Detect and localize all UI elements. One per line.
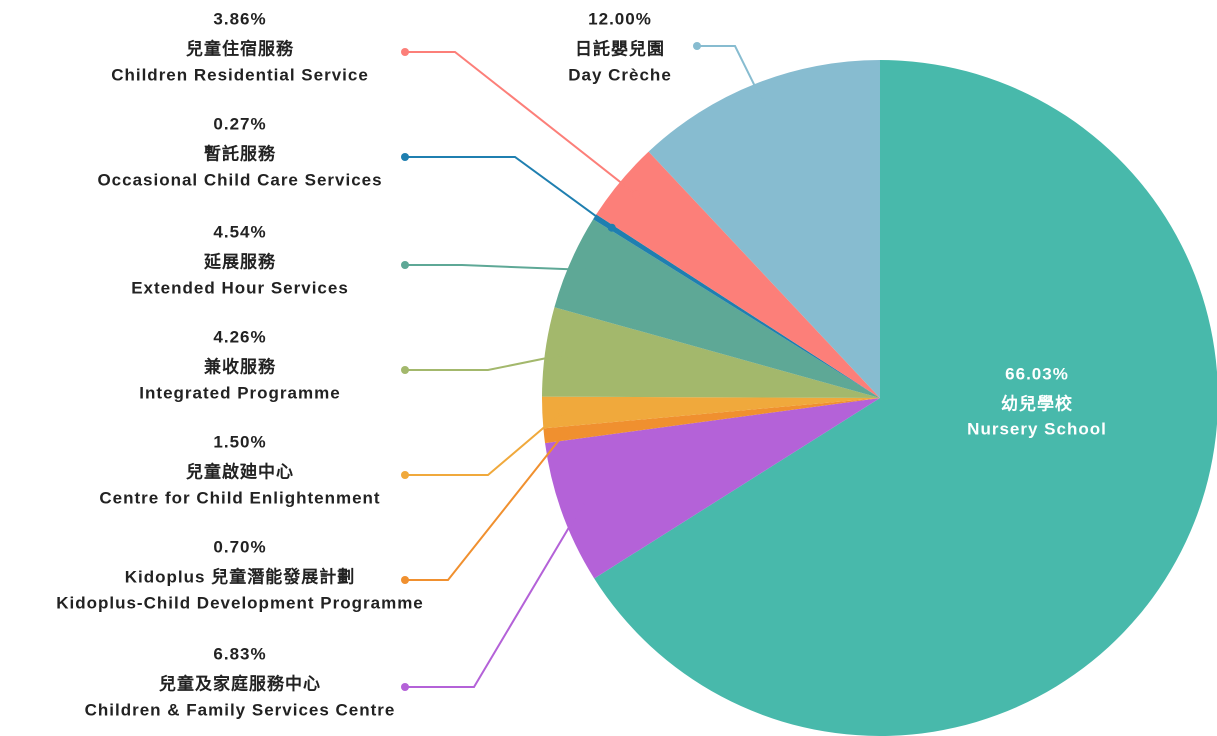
slice-label-zh: 日託嬰兒園 (575, 38, 665, 58)
slice-label: Children & Family Services Centre (85, 700, 396, 719)
leader-dot (561, 350, 570, 359)
leader-line (405, 51, 637, 196)
slice-value-label: 66.03% (1005, 364, 1069, 383)
pie-slice (594, 60, 1217, 736)
leader-dot (607, 223, 616, 232)
pie-slice (543, 398, 880, 444)
slice-label: Extended Hour Services (131, 278, 349, 297)
slice-label-zh: 兼收服務 (204, 356, 276, 376)
leader-line (697, 45, 764, 104)
leader-dot (401, 471, 409, 479)
slice-value-label: 12.00% (588, 9, 652, 28)
leader-dot (401, 366, 409, 374)
leader-line (405, 156, 613, 229)
slice-label-zh: Kidoplus 兒童潛能發展計劃 (125, 566, 355, 586)
pie-slice (542, 396, 880, 429)
leader-line (405, 410, 564, 476)
slice-label-zh: 幼兒學校 (1001, 393, 1073, 413)
slice-label: Integrated Programme (139, 383, 340, 402)
slice-label: Occasional Child Care Services (97, 170, 382, 189)
slice-value-label: 4.26% (213, 327, 266, 346)
leader-dot (585, 266, 594, 275)
slice-label: Nursery School (967, 419, 1107, 438)
pie-slice (596, 151, 880, 398)
slice-value-label: 4.54% (213, 222, 266, 241)
slice-label-zh: 暫託服務 (204, 143, 276, 163)
slice-value-label: 0.27% (213, 114, 266, 133)
slice-label: Children Residential Service (111, 65, 369, 84)
slice-label-zh: 兒童及家庭服務中心 (159, 673, 321, 693)
leader-dot (401, 261, 409, 269)
leader-line (405, 432, 566, 581)
slice-label-zh: 兒童住宿服務 (186, 38, 294, 58)
pie-slice (648, 60, 880, 398)
pie-slice (545, 398, 880, 579)
leader-dot (401, 576, 409, 584)
leader-dot (401, 683, 409, 691)
leader-dot (632, 190, 641, 199)
slice-label: Day Crèche (568, 65, 672, 84)
pie-slice (542, 307, 880, 398)
leader-line (405, 506, 583, 688)
pie-slice (593, 214, 880, 398)
pie-slice (554, 219, 880, 398)
slice-label: Centre for Child Enlightenment (99, 488, 380, 507)
leader-dot (577, 502, 586, 511)
slice-label: Kidoplus-Child Development Programme (56, 593, 424, 612)
slice-value-label: 0.70% (213, 537, 266, 556)
leader-dot (759, 98, 768, 107)
leader-dot (401, 48, 409, 56)
slice-value-label: 6.83% (213, 644, 266, 663)
slice-label-zh: 兒童啟廸中心 (186, 461, 294, 481)
leader-line (405, 353, 566, 371)
leader-line (405, 264, 590, 272)
slice-label-zh: 延展服務 (203, 251, 276, 271)
leader-dot (693, 42, 701, 50)
slice-value-label: 1.50% (213, 432, 266, 451)
leader-dot (401, 153, 409, 161)
leader-dot (560, 429, 569, 438)
slice-value-label: 3.86% (213, 9, 266, 28)
leader-dot (558, 407, 567, 416)
